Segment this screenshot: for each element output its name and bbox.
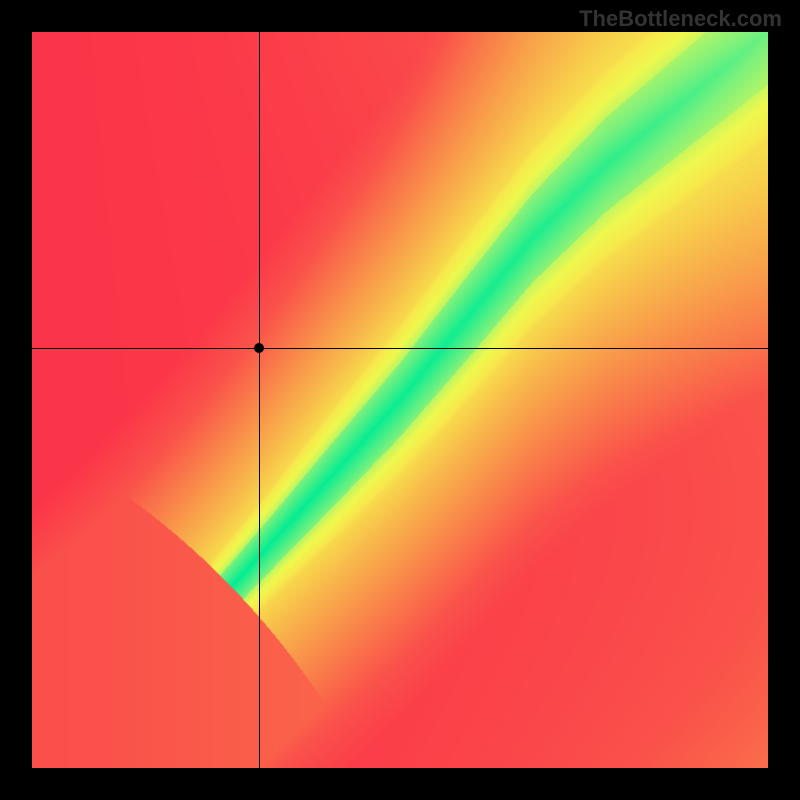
crosshair-vertical [259, 32, 260, 768]
bottleneck-heatmap [32, 32, 768, 768]
crosshair-marker [254, 343, 264, 353]
watermark-text: TheBottleneck.com [579, 6, 782, 32]
crosshair-horizontal [32, 348, 768, 349]
heatmap-canvas [32, 32, 768, 768]
